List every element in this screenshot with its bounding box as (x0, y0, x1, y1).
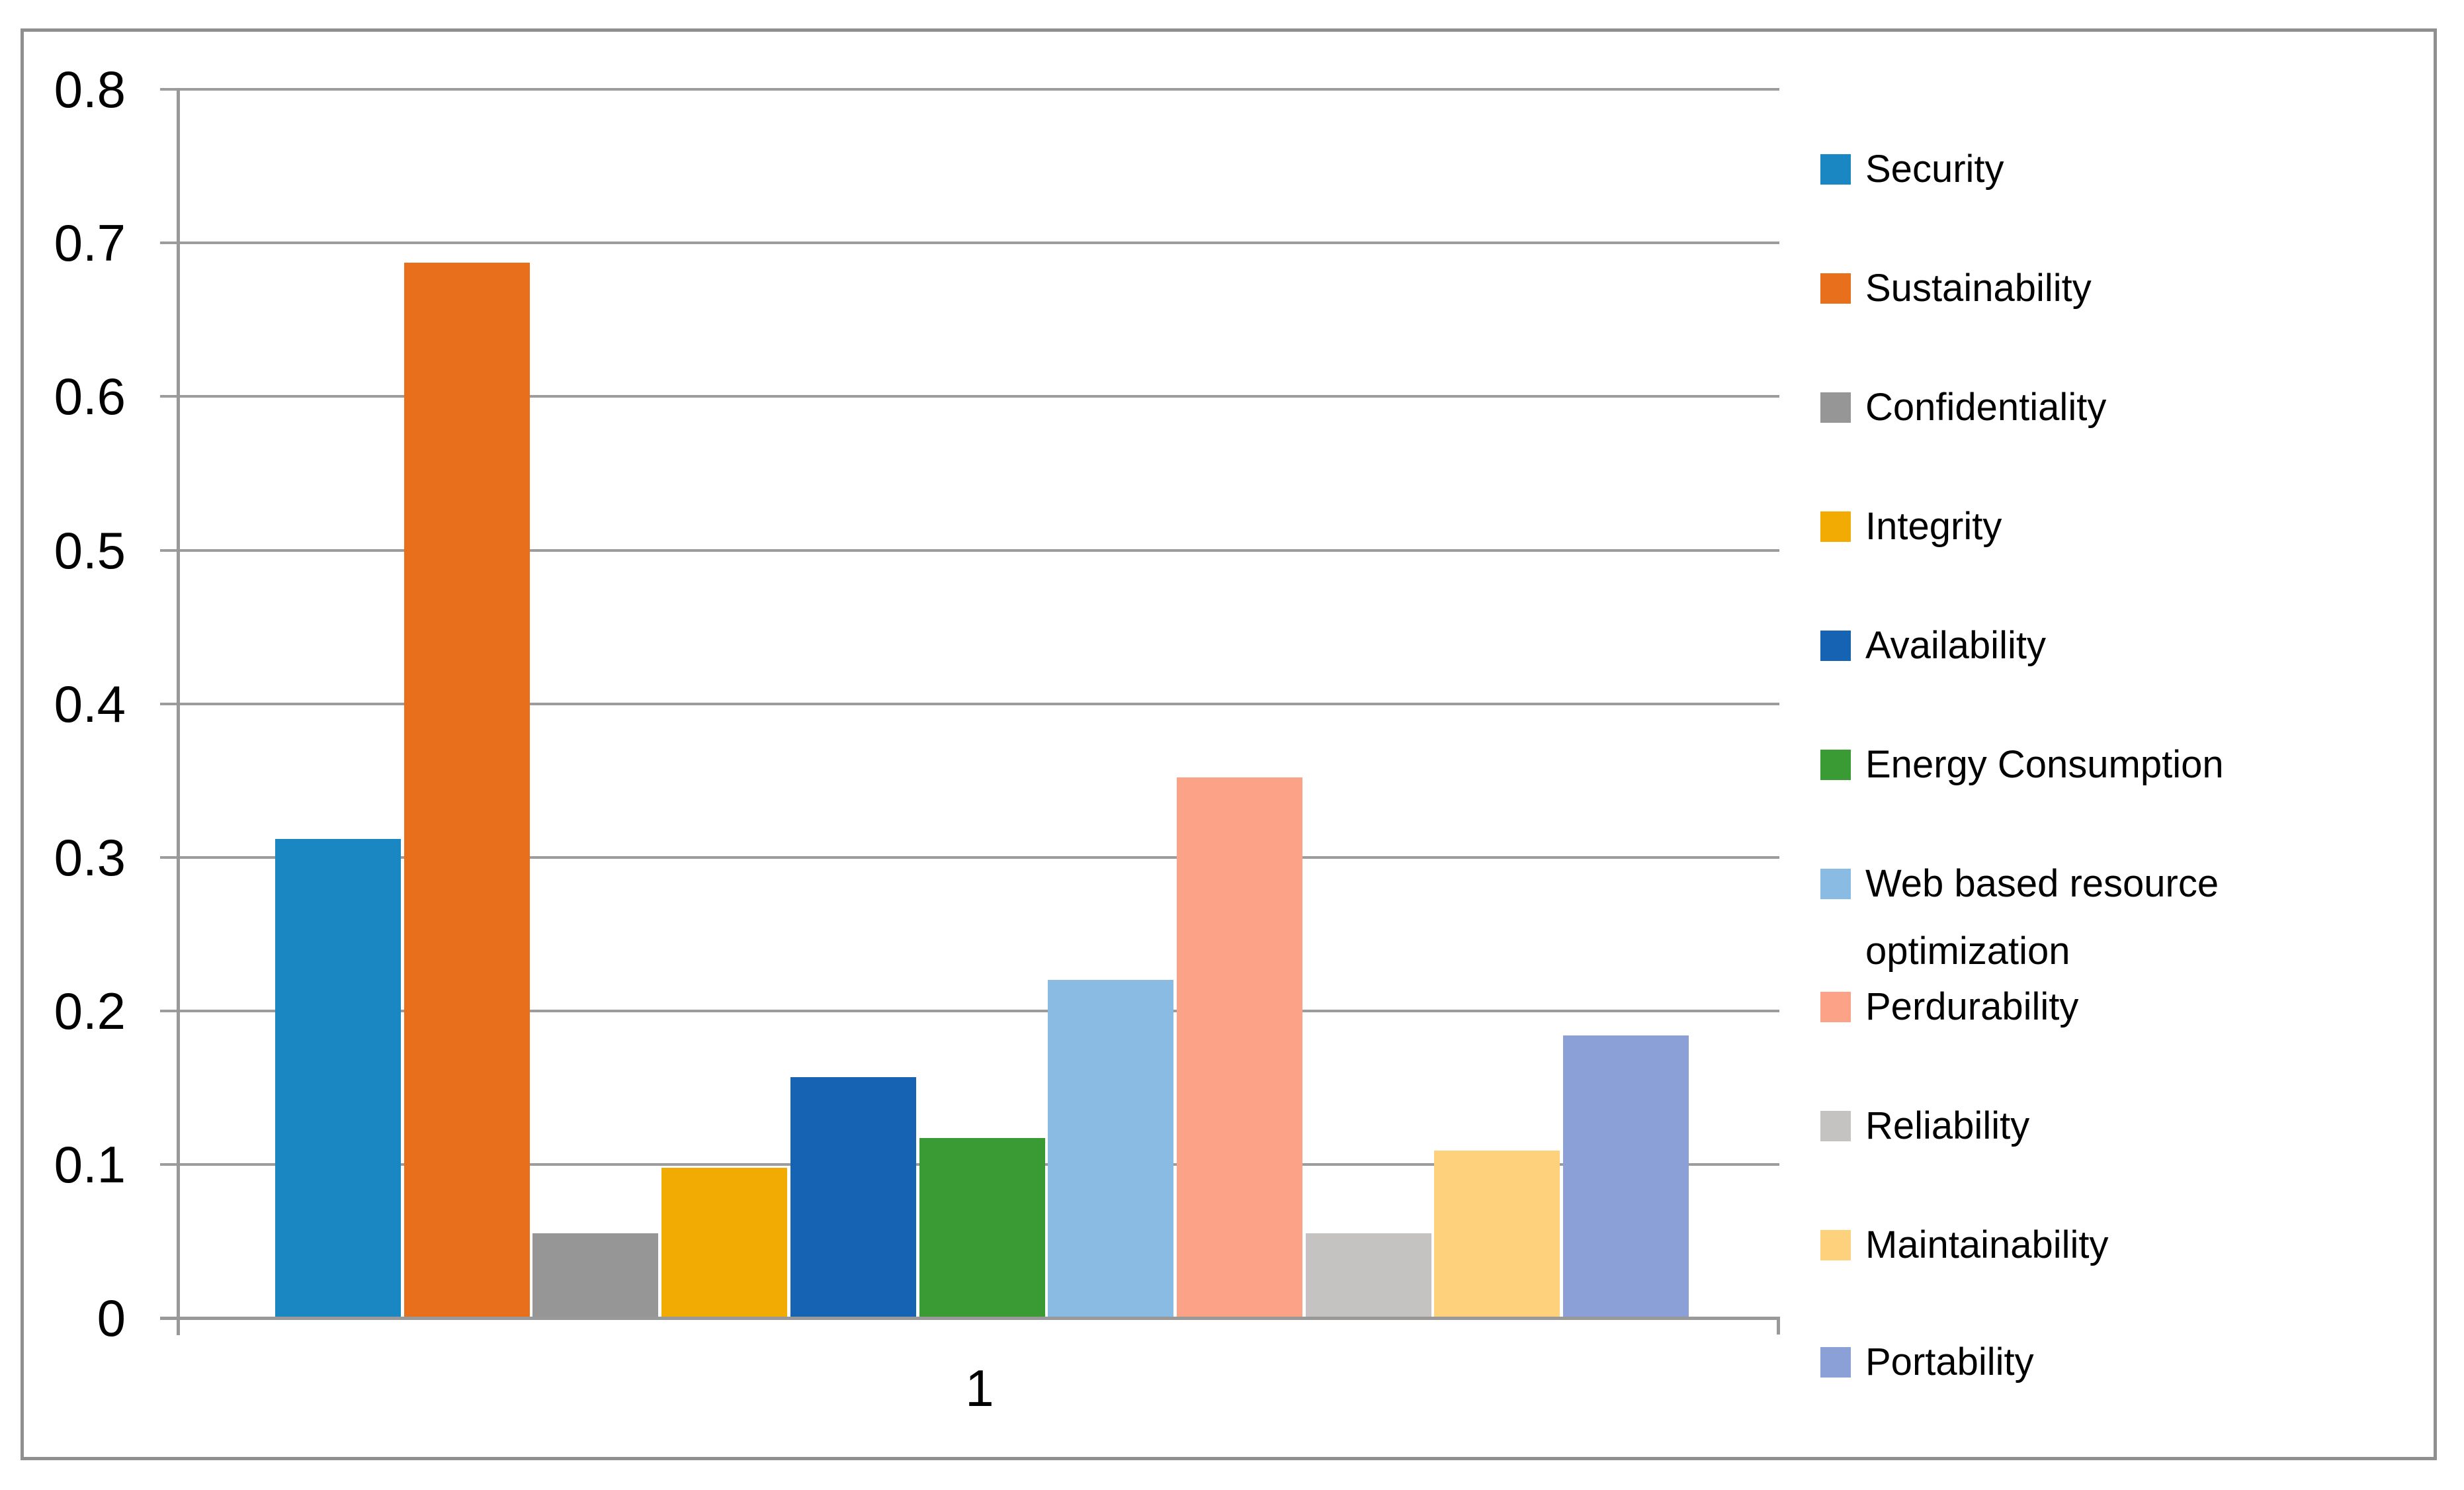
x-axis-category-label: 1 (965, 1359, 994, 1417)
chart-border (21, 28, 2437, 1460)
